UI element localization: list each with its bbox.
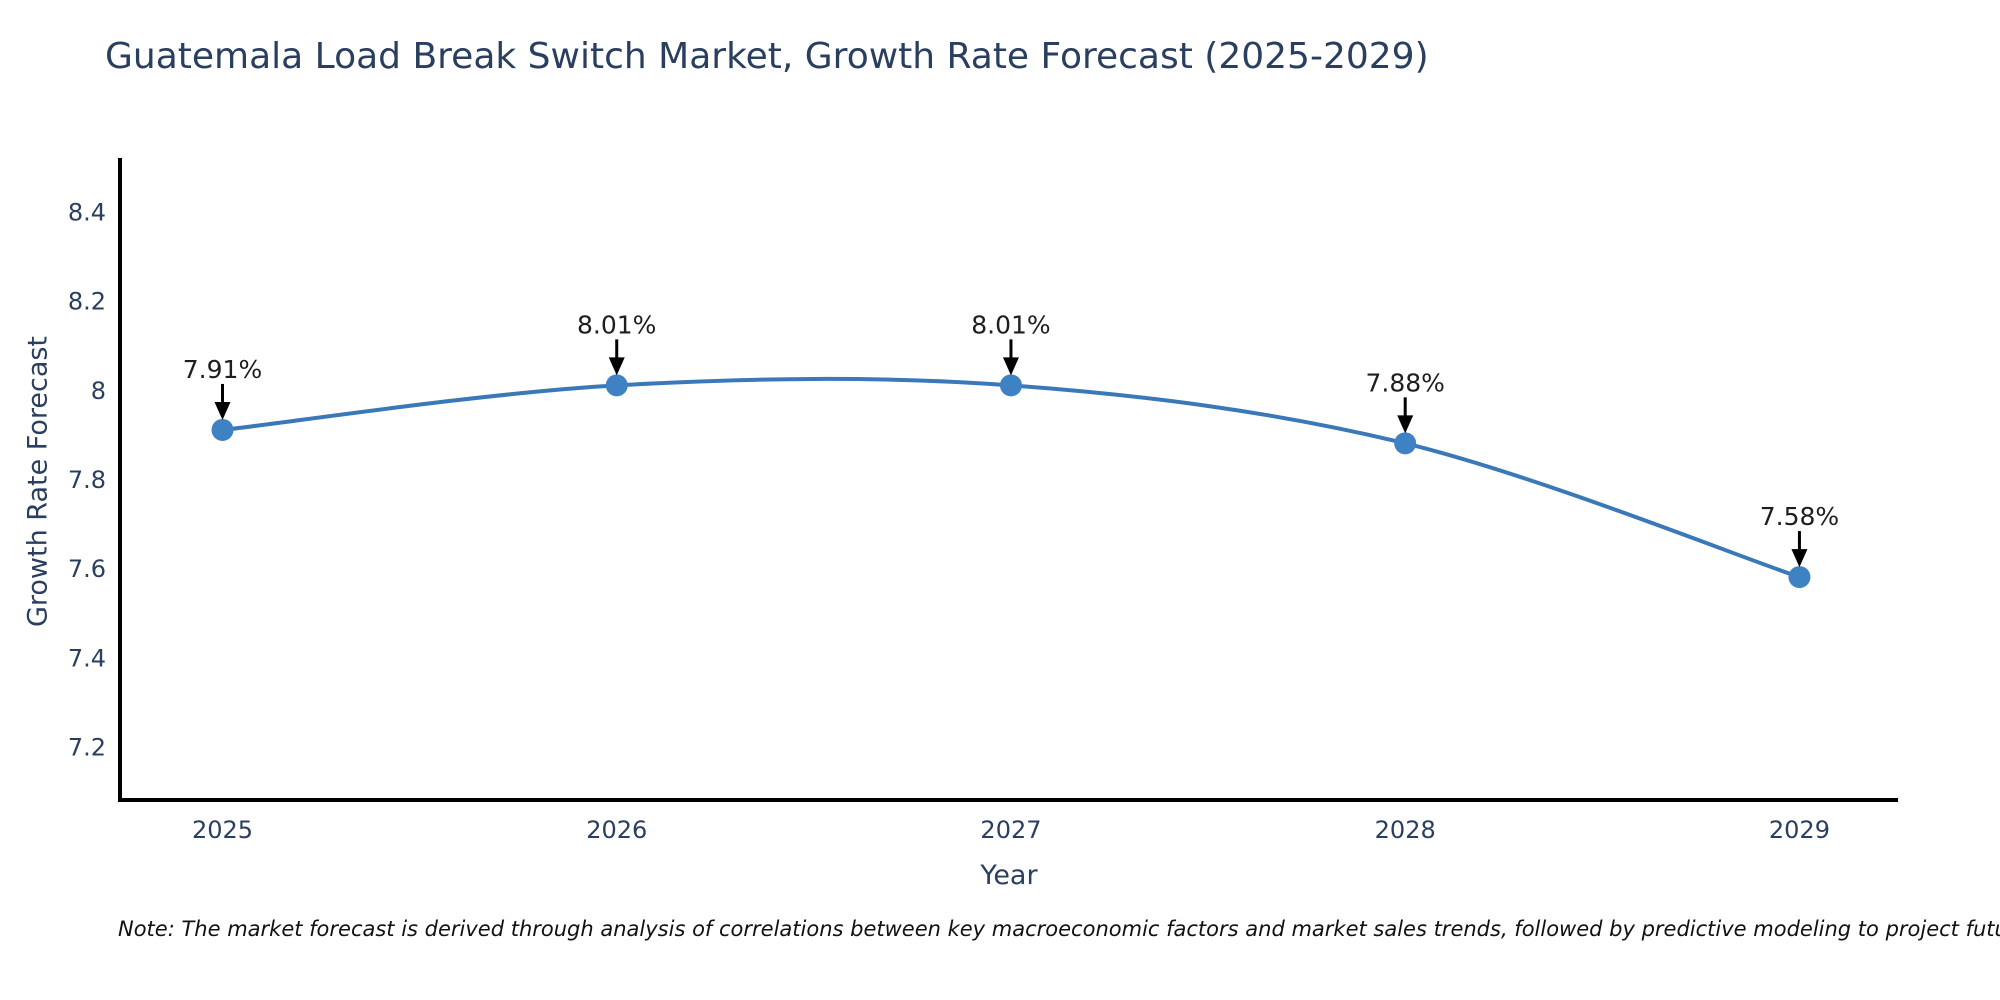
chart-title: Guatemala Load Break Switch Market, Grow…: [105, 36, 1429, 77]
annotation-arrowhead-icon: [214, 401, 231, 420]
y-axis-title: Growth Rate Forecast: [22, 335, 54, 628]
x-tick-label: 2029: [1769, 816, 1830, 844]
annotation-arrowhead-icon: [1397, 415, 1414, 434]
point-annotation-label: 7.58%: [1760, 502, 1839, 531]
point-annotation-label: 8.01%: [577, 310, 656, 339]
y-tick-label: 7.2: [68, 734, 106, 762]
point-annotation-label: 7.91%: [183, 355, 262, 384]
x-tick-label: 2027: [980, 816, 1041, 844]
x-tick-label: 2028: [1375, 816, 1436, 844]
annotation-arrowhead-icon: [608, 357, 625, 376]
y-tick-label: 8.4: [68, 199, 106, 227]
data-point-marker-2028[interactable]: [1394, 432, 1417, 455]
data-point-marker-2029[interactable]: [1788, 566, 1811, 589]
data-point-marker-2025[interactable]: [211, 418, 234, 441]
y-tick-label: 7.6: [68, 555, 106, 583]
y-tick-label: 7.4: [68, 644, 106, 672]
annotation-arrowhead-icon: [1791, 549, 1808, 568]
data-point-marker-2026[interactable]: [605, 374, 628, 397]
x-axis-title: Year: [980, 860, 1038, 891]
x-tick-label: 2026: [586, 816, 647, 844]
x-tick-label: 2025: [192, 816, 253, 844]
annotation-arrowhead-icon: [1002, 357, 1019, 376]
footnote: Note: The market forecast is derived thr…: [118, 917, 2000, 941]
point-annotation-label: 7.88%: [1365, 368, 1444, 397]
trend-line: [222, 376, 1801, 579]
y-tick-label: 8: [91, 377, 106, 405]
data-point-marker-2027[interactable]: [999, 374, 1022, 397]
point-annotation-label: 8.01%: [971, 310, 1050, 339]
y-tick-label: 8.2: [68, 288, 106, 316]
y-tick-label: 7.8: [68, 466, 106, 494]
